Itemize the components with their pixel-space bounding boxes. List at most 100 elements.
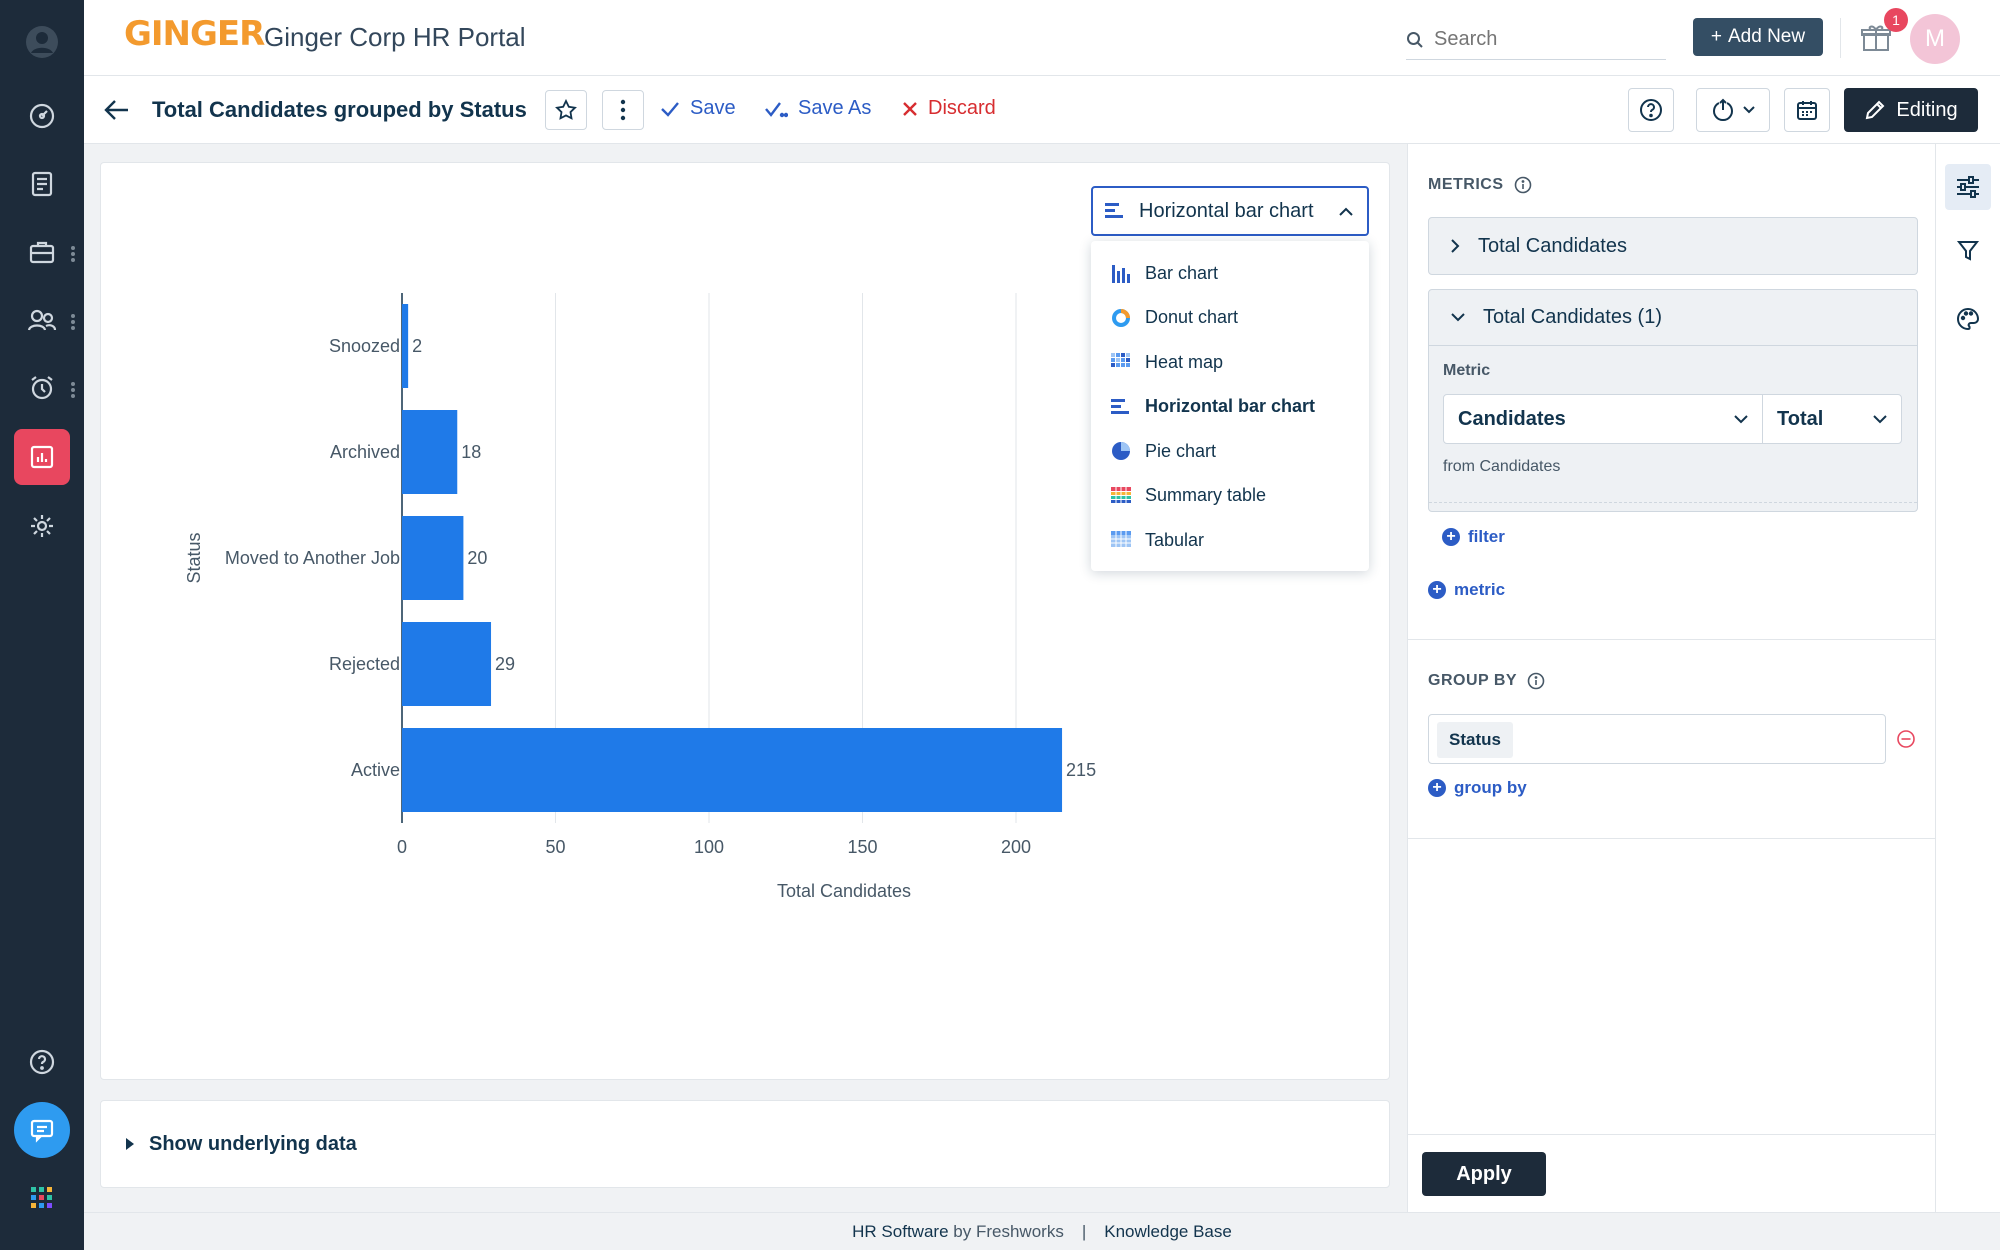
- settings-icon[interactable]: [14, 498, 70, 554]
- apps-grid-icon[interactable]: [14, 1170, 70, 1226]
- info-icon[interactable]: [1514, 176, 1532, 194]
- reports-icon[interactable]: [14, 429, 70, 485]
- recruit-more-icon[interactable]: [70, 244, 76, 266]
- filter-button[interactable]: [1945, 228, 1991, 274]
- group-by-heading: GROUP BY: [1428, 672, 1545, 690]
- knowledge-base-link[interactable]: Knowledge Base: [1104, 1221, 1232, 1241]
- add-new-button[interactable]: + Add New: [1693, 18, 1823, 56]
- export-button[interactable]: [1696, 88, 1770, 132]
- help-button[interactable]: [1628, 88, 1674, 132]
- chart-type-selected-label: Horizontal bar chart: [1139, 199, 1314, 222]
- bar[interactable]: [402, 728, 1063, 812]
- footer-company: Freshworks: [975, 1221, 1064, 1241]
- editing-button[interactable]: Editing: [1844, 88, 1978, 132]
- add-group-by-label: group by: [1454, 778, 1527, 797]
- bar-value-label: 29: [495, 654, 515, 674]
- divider: [1408, 838, 1935, 839]
- remove-icon[interactable]: [1896, 729, 1916, 749]
- add-group-by-link[interactable]: + group by: [1428, 778, 1527, 798]
- discard-button[interactable]: Discard: [902, 97, 996, 120]
- config-panel: METRICS Total Candidates Total Candidate…: [1407, 144, 1935, 1212]
- onboarding-icon[interactable]: [14, 156, 70, 212]
- info-icon[interactable]: [1527, 672, 1545, 690]
- menu-item-heat-map[interactable]: Heat map: [1091, 340, 1369, 385]
- y-tick-label: Moved to Another Job: [225, 548, 400, 568]
- chevron-down-icon: [1743, 106, 1755, 114]
- menu-item-summary-table[interactable]: Summary table: [1091, 474, 1369, 519]
- metrics-heading-label: METRICS: [1428, 176, 1504, 193]
- chat-icon[interactable]: [14, 1102, 70, 1158]
- caret-right-icon: [125, 1137, 135, 1151]
- bar[interactable]: [402, 516, 464, 600]
- bar[interactable]: [402, 622, 492, 706]
- x-tick-label: 100: [694, 837, 724, 857]
- notification-badge: 1: [1884, 8, 1908, 32]
- group-by-field[interactable]: Status: [1428, 714, 1886, 764]
- help-icon[interactable]: [14, 1034, 70, 1090]
- settings-sliders-button[interactable]: [1945, 164, 1991, 210]
- bar-value-label: 18: [461, 442, 481, 462]
- metric-accordion-header[interactable]: Total Candidates: [1429, 218, 1917, 274]
- menu-item-pie-chart[interactable]: Pie chart: [1091, 429, 1369, 474]
- bar[interactable]: [402, 410, 458, 494]
- avatar[interactable]: M: [1910, 14, 1960, 64]
- metric-accordion-collapsed[interactable]: Total Candidates: [1428, 217, 1918, 275]
- pie-chart-icon: [1111, 441, 1131, 461]
- menu-item-donut-chart[interactable]: Donut chart: [1091, 296, 1369, 341]
- x-tick-label: 200: [1001, 837, 1031, 857]
- add-metric-link[interactable]: + metric: [1428, 580, 1505, 600]
- horizontal-bar-chart-icon: [1111, 398, 1131, 416]
- editing-label: Editing: [1896, 98, 1958, 121]
- more-options-button[interactable]: [602, 90, 644, 130]
- theme-button[interactable]: [1945, 296, 1991, 342]
- menu-item-tabular[interactable]: Tabular: [1091, 518, 1369, 563]
- people-icon[interactable]: [14, 292, 70, 348]
- export-icon: [1711, 98, 1735, 122]
- back-arrow-icon[interactable]: [104, 98, 130, 122]
- chart-type-menu: Bar chart Donut chart Heat map Horizonta…: [1091, 241, 1369, 571]
- metric-select-value: Candidates: [1458, 407, 1566, 430]
- menu-item-label: Horizontal bar chart: [1145, 396, 1316, 417]
- check-icon: [660, 100, 680, 118]
- group-by-chip[interactable]: Status: [1437, 722, 1513, 758]
- gift-icon[interactable]: [1858, 18, 1894, 58]
- time-off-icon[interactable]: [14, 360, 70, 416]
- divider: [1840, 18, 1841, 58]
- show-underlying-data-toggle[interactable]: Show underlying data: [100, 1100, 1390, 1188]
- company-logo[interactable]: GINGER: [124, 14, 265, 54]
- plus-circle-icon: +: [1428, 581, 1446, 599]
- bar[interactable]: [402, 304, 409, 388]
- bar-value-label: 20: [467, 548, 487, 568]
- report-title: Total Candidates grouped by Status: [152, 97, 527, 122]
- search-input[interactable]: [1434, 28, 1634, 51]
- add-new-label: Add New: [1728, 26, 1806, 47]
- search-box[interactable]: [1406, 20, 1666, 60]
- metric-accordion-header[interactable]: Total Candidates (1): [1429, 290, 1917, 346]
- menu-item-bar-chart[interactable]: Bar chart: [1091, 251, 1369, 296]
- chevron-right-icon: [1451, 239, 1460, 253]
- chevron-up-icon: [1339, 207, 1353, 216]
- star-icon: [555, 99, 577, 121]
- chart-type-select[interactable]: Horizontal bar chart: [1091, 186, 1369, 236]
- plus-circle-icon: +: [1428, 779, 1446, 797]
- menu-item-horizontal-bar-chart[interactable]: Horizontal bar chart: [1091, 385, 1369, 430]
- time-off-more-icon[interactable]: [70, 380, 76, 402]
- footer-separator: |: [1081, 1221, 1087, 1241]
- report-toolbar: Total Candidates grouped by Status Save …: [84, 76, 2000, 144]
- save-button[interactable]: Save: [660, 97, 736, 120]
- aggregate-select[interactable]: Total: [1762, 394, 1902, 444]
- schedule-button[interactable]: [1784, 88, 1830, 132]
- recruit-icon[interactable]: [14, 224, 70, 280]
- profile-icon[interactable]: [14, 14, 70, 70]
- favorite-button[interactable]: [545, 90, 587, 130]
- apply-button[interactable]: Apply: [1422, 1152, 1546, 1196]
- metric-select[interactable]: Candidates: [1443, 394, 1763, 444]
- save-as-button[interactable]: Save As: [764, 97, 871, 120]
- add-filter-link[interactable]: + filter: [1442, 527, 1505, 547]
- menu-item-label: Bar chart: [1145, 262, 1219, 283]
- metrics-heading: METRICS: [1428, 176, 1532, 194]
- people-more-icon[interactable]: [70, 312, 76, 334]
- footer-credit[interactable]: HR Software by Freshworks: [852, 1222, 1064, 1242]
- dashboard-icon[interactable]: [14, 88, 70, 144]
- y-tick-label: Snoozed: [329, 336, 400, 356]
